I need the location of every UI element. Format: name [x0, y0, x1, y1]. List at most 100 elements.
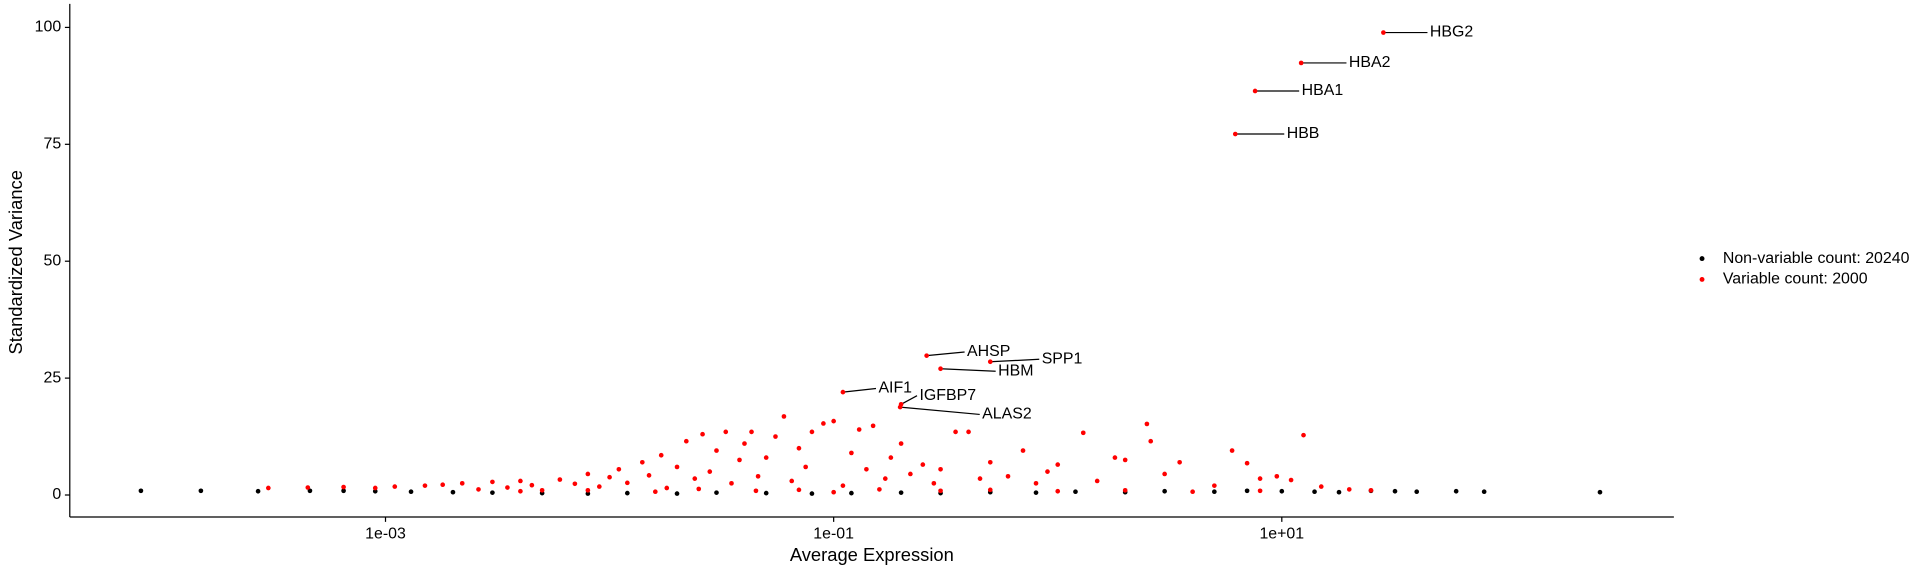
point: [729, 480, 734, 486]
legend-label: Non-variable count: 20240: [1723, 250, 1910, 267]
point: [749, 429, 754, 435]
point: [920, 462, 926, 467]
point: [809, 491, 815, 496]
point: [700, 431, 705, 437]
point: [658, 452, 664, 458]
point: [753, 488, 759, 494]
annotation-leader: [926, 351, 965, 357]
point: [773, 434, 778, 439]
point: [459, 480, 465, 486]
point: [831, 418, 836, 424]
point: [1112, 455, 1118, 460]
point: [924, 353, 929, 358]
point: [450, 489, 456, 495]
annotation: AIF1: [878, 380, 912, 397]
point: [1212, 489, 1217, 495]
annotation: HBA1: [1302, 82, 1344, 99]
point: [898, 490, 904, 495]
point: [1162, 471, 1167, 477]
point: [505, 485, 510, 490]
point: [1301, 432, 1306, 438]
point: [1279, 488, 1285, 494]
point: [897, 404, 903, 410]
point: [557, 477, 563, 482]
point: [908, 471, 913, 477]
point: [898, 441, 904, 446]
y-tick-label: 75: [44, 136, 62, 153]
point: [539, 488, 545, 493]
point: [796, 445, 802, 451]
point: [1257, 488, 1263, 494]
point: [674, 491, 680, 496]
point: [840, 483, 846, 488]
point: [518, 488, 523, 494]
point: [1252, 88, 1258, 94]
point: [763, 455, 769, 460]
point: [809, 429, 815, 435]
point: [372, 488, 378, 494]
annotation: AHSP: [967, 343, 1010, 360]
point: [624, 480, 630, 486]
point: [696, 486, 702, 492]
point: [1381, 30, 1386, 35]
point: [755, 473, 761, 479]
point: [1336, 489, 1342, 495]
point: [1045, 469, 1050, 474]
point: [616, 466, 622, 472]
point: [1318, 484, 1324, 489]
point: [1368, 488, 1374, 493]
point: [1148, 438, 1154, 444]
point: [723, 429, 729, 435]
point: [831, 489, 836, 495]
point: [856, 427, 862, 432]
point: [938, 366, 943, 372]
point: [821, 421, 826, 426]
point: [490, 490, 495, 495]
annotation: HBA2: [1349, 54, 1391, 71]
point: [1453, 488, 1459, 494]
point: [742, 441, 747, 446]
point: [977, 476, 983, 481]
point: [763, 490, 769, 496]
y-tick-label: 25: [44, 369, 62, 386]
point: [1020, 448, 1026, 453]
y-tick-label: 0: [52, 486, 61, 503]
point: [674, 464, 680, 470]
point: [646, 473, 652, 478]
point: [1177, 459, 1182, 465]
legend-swatch: [1699, 256, 1705, 262]
point: [840, 389, 846, 395]
point: [714, 448, 719, 453]
point: [585, 491, 591, 496]
point: [1055, 488, 1061, 494]
point: [877, 487, 882, 492]
legend-swatch: [1699, 276, 1705, 282]
point: [1080, 430, 1086, 436]
point: [966, 429, 971, 435]
point: [596, 484, 602, 489]
point: [781, 414, 787, 419]
point: [864, 466, 869, 472]
point: [953, 429, 958, 435]
x-tick-label: 1e-03: [365, 525, 406, 542]
point: [664, 485, 670, 491]
point: [1162, 488, 1167, 494]
point: [1229, 448, 1235, 453]
point: [1055, 462, 1061, 467]
annotation-leader: [990, 358, 1040, 363]
point: [341, 488, 346, 494]
annotation-leader: [900, 406, 980, 416]
point: [1257, 476, 1263, 481]
point: [707, 469, 713, 474]
y-axis-title: Standardized Variance: [5, 170, 26, 354]
x-tick-label: 1e+01: [1259, 525, 1304, 542]
point: [585, 471, 591, 477]
point: [408, 489, 414, 495]
point: [849, 490, 854, 496]
point: [888, 455, 894, 460]
point: [1288, 477, 1294, 483]
y-tick-label: 50: [44, 252, 62, 269]
annotation: IGFBP7: [919, 387, 976, 404]
point: [440, 482, 446, 488]
